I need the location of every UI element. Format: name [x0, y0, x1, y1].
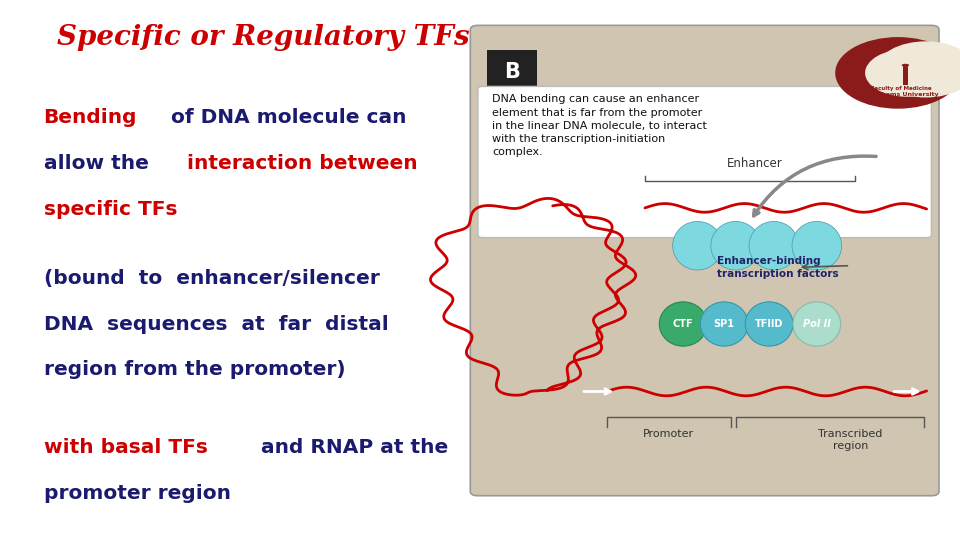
Text: DNA  sequences  at  far  distal: DNA sequences at far distal — [43, 314, 389, 334]
Text: B: B — [504, 62, 520, 82]
Text: Pol II: Pol II — [803, 319, 830, 329]
Ellipse shape — [792, 221, 842, 270]
Ellipse shape — [745, 302, 793, 346]
Ellipse shape — [701, 302, 748, 346]
Ellipse shape — [710, 221, 760, 270]
FancyBboxPatch shape — [470, 25, 939, 496]
Text: Specific or Regulatory TFs: Specific or Regulatory TFs — [57, 24, 469, 51]
Ellipse shape — [793, 302, 841, 346]
Text: Transcribed
region: Transcribed region — [818, 429, 882, 451]
Ellipse shape — [660, 302, 707, 346]
Text: CTF: CTF — [673, 319, 693, 329]
Text: interaction between: interaction between — [187, 154, 418, 173]
Text: of DNA molecule can: of DNA molecule can — [163, 108, 406, 127]
Text: TFIID: TFIID — [755, 319, 783, 329]
FancyBboxPatch shape — [478, 86, 931, 238]
FancyBboxPatch shape — [488, 50, 538, 93]
Ellipse shape — [749, 221, 799, 270]
Text: region from the promoter): region from the promoter) — [43, 361, 346, 380]
Ellipse shape — [901, 64, 909, 66]
Text: Enhancer: Enhancer — [727, 157, 782, 170]
Text: Bending: Bending — [43, 108, 137, 127]
Text: (bound  to  enhancer/silencer: (bound to enhancer/silencer — [43, 269, 379, 288]
Ellipse shape — [673, 221, 722, 270]
Text: DNA bending can cause an enhancer
element that is far from the promoter
in the l: DNA bending can cause an enhancer elemen… — [492, 94, 708, 157]
Text: specific TFs: specific TFs — [43, 200, 177, 219]
Text: Faculty of Medicine: Faculty of Medicine — [871, 86, 931, 91]
Text: Ain Shams University: Ain Shams University — [863, 92, 939, 97]
Text: Promoter: Promoter — [643, 429, 694, 440]
Text: Enhancer-binding
transcription factors: Enhancer-binding transcription factors — [716, 256, 838, 279]
Text: allow the: allow the — [43, 154, 156, 173]
Text: promoter region: promoter region — [43, 484, 230, 503]
Text: and RNAP at the: and RNAP at the — [253, 438, 448, 457]
Circle shape — [836, 38, 960, 108]
Text: SP1: SP1 — [713, 319, 734, 329]
Bar — [903, 66, 908, 85]
Text: with basal TFs: with basal TFs — [43, 438, 207, 457]
Circle shape — [877, 42, 960, 97]
Circle shape — [865, 49, 949, 97]
